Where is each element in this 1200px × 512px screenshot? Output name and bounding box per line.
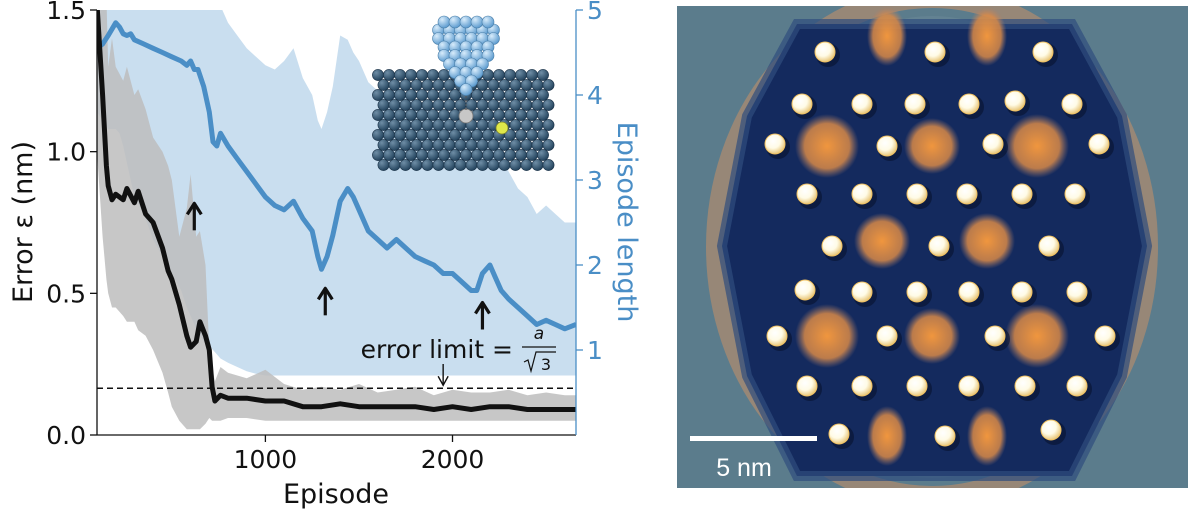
y-right-tick-label: 1 xyxy=(587,336,603,365)
y-right-tick-label: 5 xyxy=(587,0,603,25)
tip-surface-illustration xyxy=(372,15,555,171)
stm-island-edge xyxy=(716,19,1153,481)
x-axis-ticks: 1000 2000 xyxy=(234,435,485,474)
stm-atoms xyxy=(764,41,1120,451)
axes-frame xyxy=(96,10,577,436)
left-axis-ticks: 0.0 0.5 1.0 1.5 xyxy=(46,0,97,450)
y-right-tick-label: 3 xyxy=(587,166,603,195)
adatom xyxy=(458,108,474,124)
scale-bar xyxy=(690,436,817,441)
episode-length-line xyxy=(97,20,576,332)
right-axis-ticks: 1 2 3 4 5 xyxy=(576,0,603,365)
episode-length-band xyxy=(97,10,576,376)
y-left-tick-label: 0.0 xyxy=(46,421,86,450)
error-line xyxy=(97,10,576,412)
up-arrow-marker xyxy=(185,201,203,231)
x-axis-label: Episode xyxy=(283,479,389,510)
up-arrow-marker xyxy=(474,300,491,330)
arrow-markers xyxy=(185,201,491,330)
y-left-tick-label: 1.0 xyxy=(46,138,86,167)
stm-image: 5 nm xyxy=(677,6,1188,488)
error-limit-annotation: error limit = a 3 xyxy=(361,324,556,387)
y-right-tick-label: 4 xyxy=(587,81,603,110)
x-tick-label: 2000 xyxy=(421,445,485,474)
scale-bar-label: 5 nm xyxy=(716,454,772,482)
y-left-tick-label: 0.5 xyxy=(46,279,86,308)
x-tick-label: 1000 xyxy=(234,445,298,474)
error-limit-denominator: 3 xyxy=(541,355,551,374)
y-left-tick-label: 1.5 xyxy=(46,0,86,25)
target-atom xyxy=(495,121,509,135)
y-left-axis-label: Error ε (nm) xyxy=(8,141,39,303)
sqrt-sign xyxy=(523,351,556,374)
y-right-axis-label: Episode length xyxy=(611,122,642,323)
stm-orange-features xyxy=(795,6,1069,466)
up-arrow-marker xyxy=(316,286,334,316)
y-right-tick-label: 2 xyxy=(587,251,603,280)
error-limit-numerator: a xyxy=(534,324,544,344)
error-limit-arrow xyxy=(437,364,449,387)
error-limit-label: error limit = xyxy=(361,335,513,364)
